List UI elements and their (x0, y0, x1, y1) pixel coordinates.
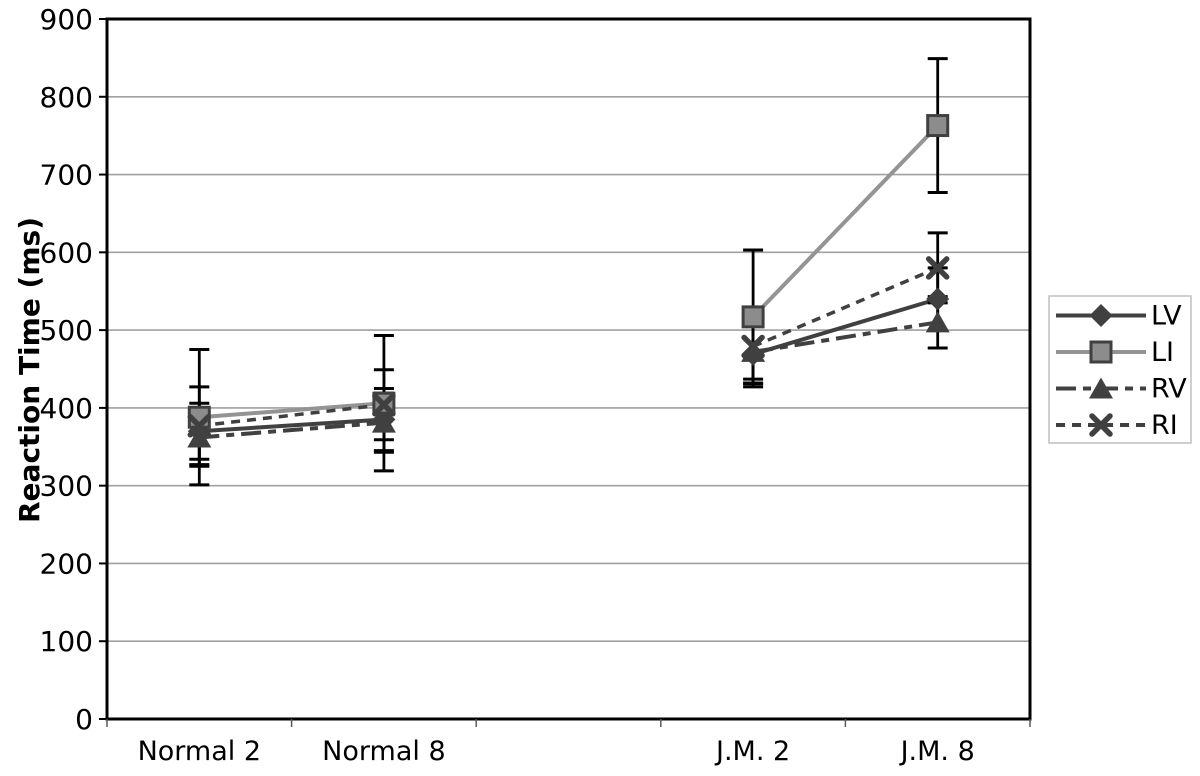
y-tick-label: 500 (40, 314, 93, 347)
x-marker-RI-pt3 (741, 334, 765, 359)
diamond-marker-LV-pt4 (926, 287, 950, 311)
x-marker-RI-pt0 (187, 414, 212, 438)
triangle-marker-RV-pt3 (741, 340, 766, 362)
series-line-LI (199, 401, 385, 420)
y-tick-label: 900 (40, 3, 93, 36)
x-axis-label: J.M. 2 (714, 736, 790, 767)
legend-label-LV: LV (1151, 301, 1182, 332)
triangle-marker-RV-pt1 (371, 411, 396, 433)
triangle-marker-RV-pt4 (925, 311, 950, 333)
square-marker-LI-pt4 (926, 114, 950, 138)
x-marker-RI-pt1 (372, 393, 396, 417)
plot-border (105, 17, 1032, 721)
series-line-LV (199, 417, 385, 434)
legend-label-LI: LI (1151, 337, 1174, 368)
y-tick-label: 200 (40, 547, 93, 580)
series-line-RV (752, 320, 939, 354)
y-tick-label: 400 (40, 392, 93, 425)
legend-box (1048, 295, 1192, 444)
x-axis-label: Normal 8 (322, 736, 445, 767)
legend-label-RV: RV (1151, 374, 1187, 405)
y-tick-label: 700 (40, 159, 93, 192)
x-axis-label: Normal 2 (138, 736, 261, 767)
square-marker-LI-pt3 (741, 305, 765, 329)
diamond-marker-LV-legend (1089, 304, 1113, 327)
x-marker-RI-legend (1089, 413, 1113, 437)
x-marker-RI-pt4 (925, 256, 950, 280)
triangle-marker-RV-legend (1089, 377, 1113, 399)
legend-label-RI: RI (1151, 410, 1178, 441)
y-tick-label: 0 (75, 703, 93, 736)
series-line-RV (199, 420, 385, 440)
y-tick-label: 800 (40, 81, 93, 114)
triangle-marker-RV-pt0 (187, 426, 212, 448)
y-tick-label: 100 (40, 625, 93, 658)
y-tick-label: 300 (40, 470, 93, 503)
x-axis-label: J.M. 8 (899, 736, 975, 767)
square-marker-LI-legend (1089, 340, 1113, 364)
series-line-RI (752, 266, 939, 349)
y-tick-label: 600 (40, 236, 93, 269)
series-line-LI (751, 124, 940, 319)
